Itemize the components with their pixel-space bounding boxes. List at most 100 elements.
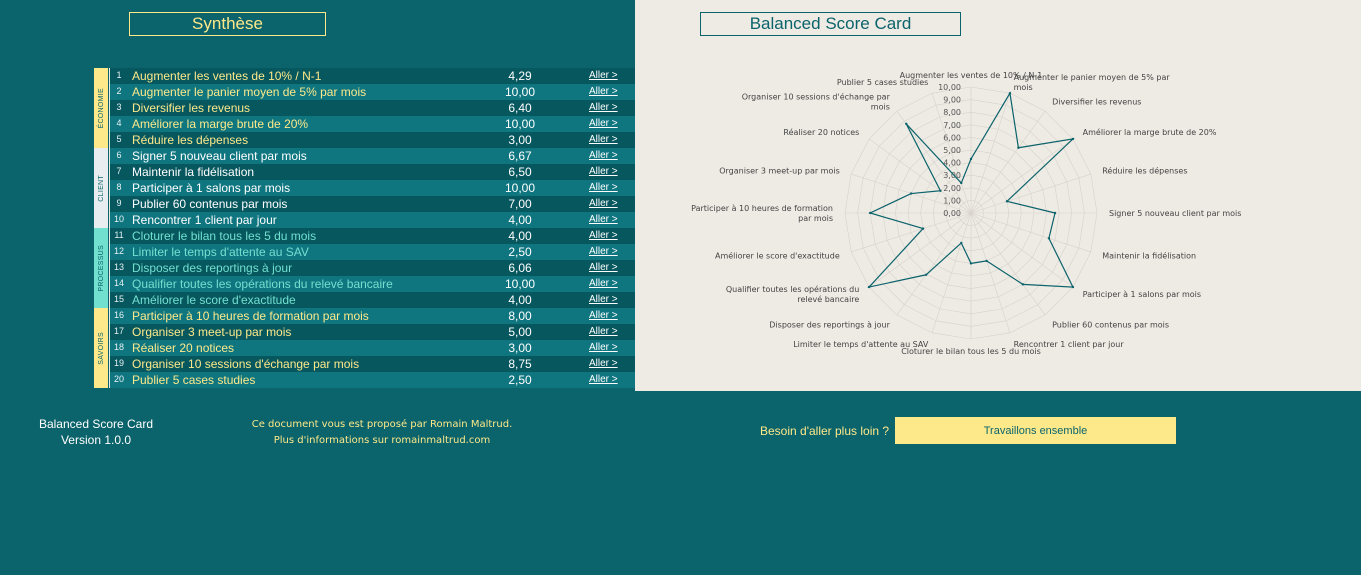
objective-number: 13 (113, 262, 124, 272)
objective-row: 4 Améliorer la marge brute de 20% 10,00 All… (110, 116, 635, 132)
objective-go-link[interactable]: Aller > (589, 246, 618, 257)
tick-label: 3,00 (943, 171, 961, 180)
objective-score: 4,00 (508, 293, 532, 307)
credits: Ce document vous est proposé par Romain … (232, 417, 532, 449)
axis-label: Réaliser 20 notices (783, 127, 859, 137)
objective-number: 2 (116, 86, 122, 96)
category-label: CLIENT (97, 174, 105, 202)
data-point (939, 189, 942, 192)
objective-number: 3 (116, 102, 122, 112)
objective-label: Augmenter les ventes de 10% / N-1 (132, 69, 322, 83)
grid-spoke (970, 212, 1011, 333)
grid-spoke (970, 138, 1074, 214)
grid-spoke (970, 93, 1011, 214)
objective-go-link[interactable]: Aller > (589, 86, 618, 97)
objective-go-link[interactable]: Aller > (589, 198, 618, 209)
data-point (924, 273, 928, 276)
objective-score: 8,00 (508, 309, 532, 323)
objective-go-link[interactable]: Aller > (589, 374, 618, 385)
objective-number: 5 (116, 134, 122, 144)
objective-go-link[interactable]: Aller > (589, 182, 618, 193)
objective-score: 3,00 (508, 341, 532, 355)
objective-go-link[interactable]: Aller > (589, 262, 618, 273)
objective-number: 8 (116, 182, 122, 192)
objective-number: 6 (116, 150, 122, 160)
tick-label: 0,00 (943, 209, 961, 218)
objective-label: Améliorer la marge brute de 20% (132, 117, 309, 131)
tick-label: 4,00 (943, 159, 961, 168)
objective-go-link[interactable]: Aller > (589, 166, 618, 177)
objective-row: 3 Diversifier les revenus 6,40 Aller > (110, 100, 635, 116)
objective-label: Qualifier toutes les opérations du relev… (132, 277, 393, 291)
objective-go-link[interactable]: Aller > (589, 278, 618, 289)
data-point (1021, 283, 1025, 286)
synthese-title: Synthèse (129, 12, 326, 36)
data-point (985, 259, 988, 263)
data-point (1008, 91, 1012, 95)
tick-label: 8,00 (943, 108, 961, 117)
objective-row: 11 Cloturer le bilan tous les 5 du mois 4,… (110, 228, 635, 244)
tick-label: 2,00 (943, 184, 961, 193)
axis-label: Cloturer le bilan tous les 5 du mois (901, 347, 1041, 356)
objective-score: 4,29 (508, 69, 532, 83)
category-label: PROCESSUS (97, 244, 105, 292)
objective-score: 6,40 (508, 101, 532, 115)
category-tab-pro: PROCESSUS (94, 228, 108, 308)
objective-label: Organiser 10 sessions d'échange par mois (132, 357, 360, 371)
objective-label: Organiser 3 meet-up par mois (132, 325, 292, 339)
objective-score: 10,00 (504, 181, 536, 195)
cta-question: Besoin d'aller plus loin ? (760, 424, 890, 438)
grid-spoke (851, 212, 972, 253)
objective-row: 19 Organiser 10 sessions d'échange par mo… (110, 356, 635, 372)
objective-score: 6,67 (508, 149, 532, 163)
objective-score: 5,00 (508, 325, 532, 339)
data-point (909, 192, 913, 195)
objective-go-link[interactable]: Aller > (589, 214, 618, 225)
objective-score: 4,00 (508, 213, 532, 227)
grid-spoke (970, 212, 1074, 288)
objective-go-link[interactable]: Aller > (589, 134, 618, 145)
objective-row: 2 Augmenter le panier moyen de 5% par moi… (110, 84, 635, 100)
data-point (969, 157, 973, 161)
objective-go-link[interactable]: Aller > (589, 70, 618, 81)
objective-score: 2,50 (508, 245, 532, 259)
objective-go-link[interactable]: Aller > (589, 150, 618, 161)
objective-row: 9 Publier 60 contenus par mois 7,00 Aller > (110, 196, 635, 212)
grid-spoke (896, 212, 972, 316)
objective-go-link[interactable]: Aller > (589, 342, 618, 353)
objective-number: 16 (113, 310, 124, 320)
category-tab-cli: CLIENT (94, 148, 108, 228)
objective-go-link[interactable]: Aller > (589, 326, 618, 337)
objective-go-link[interactable]: Aller > (589, 358, 618, 369)
objective-go-link[interactable]: Aller > (589, 118, 618, 129)
objective-label: Signer 5 nouveau client par mois (132, 149, 307, 163)
objective-label: Maintenir la fidélisation (132, 165, 255, 179)
objective-go-link[interactable]: Aller > (589, 230, 618, 241)
objective-go-link[interactable]: Aller > (589, 310, 618, 321)
objective-row: 8 Participer à 1 salons par mois 10,00 Alle… (110, 180, 635, 196)
data-point (960, 181, 963, 185)
objective-row: 1 Augmenter les ventes de 10% / N-1 4,29 Al… (110, 68, 635, 84)
work-together-button[interactable]: Travaillons ensemble (895, 417, 1176, 444)
objective-number: 10 (113, 214, 124, 224)
objective-score: 8,75 (508, 357, 532, 371)
objective-row: 7 Maintenir la fidélisation 6,50 Aller > (110, 164, 635, 180)
objective-go-link[interactable]: Aller > (589, 294, 618, 305)
tick-label: 7,00 (943, 121, 961, 130)
objective-number: 17 (113, 326, 124, 336)
data-point (1053, 211, 1057, 215)
axis-label: Participer à 10 heures de formation par m… (691, 204, 833, 223)
axis-label: Augmenter le panier moyen de 5% par mois (1014, 73, 1171, 92)
objective-number: 1 (116, 70, 122, 80)
data-point (904, 122, 908, 126)
credit-line-author: Ce document vous est proposé par Romain … (251, 419, 513, 430)
objective-label: Participer à 10 heures de formation par … (132, 309, 369, 323)
axis-label: Améliorer la marge brute de 20% (1083, 127, 1217, 137)
grid-spoke (931, 212, 972, 333)
data-point (921, 227, 925, 230)
objective-label: Augmenter le panier moyen de 5% par mois (132, 85, 367, 99)
objective-number: 9 (116, 198, 122, 208)
objective-label: Réaliser 20 notices (132, 341, 235, 355)
objective-go-link[interactable]: Aller > (589, 102, 618, 113)
objective-row: 6 Signer 5 nouveau client par mois 6,67 All… (110, 148, 635, 164)
